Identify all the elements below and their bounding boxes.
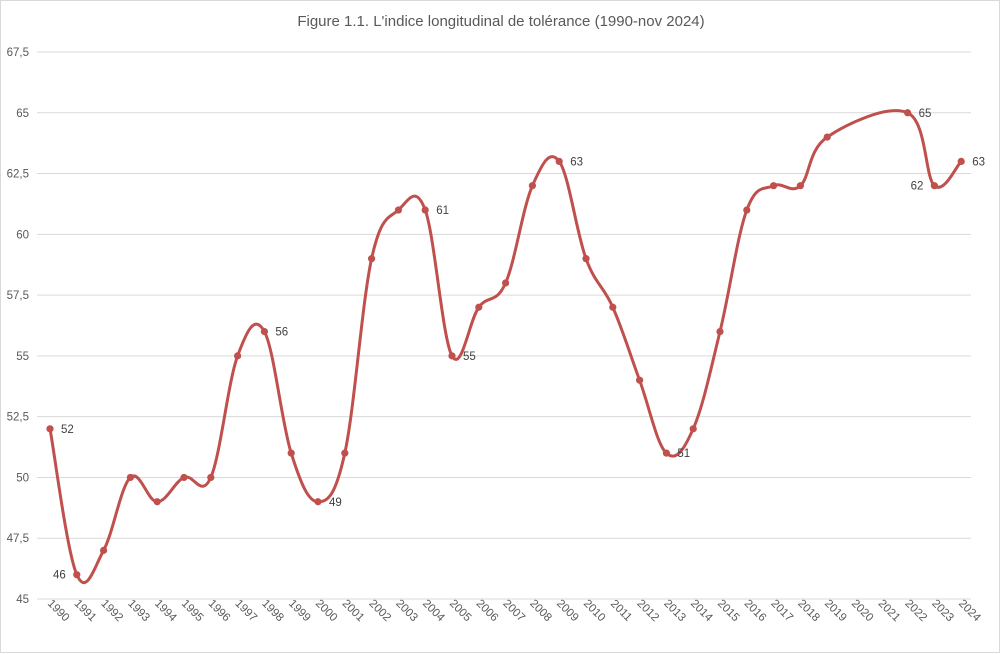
y-tick-label: 67,5 <box>7 47 29 59</box>
y-tick-label: 62,5 <box>7 169 29 181</box>
x-tick-label: 2014 <box>688 598 715 625</box>
data-label: 62 <box>911 181 924 193</box>
x-tick-label: 2001 <box>340 598 367 625</box>
x-tick-label: 2004 <box>420 598 447 625</box>
x-tick-label: 2011 <box>608 598 634 624</box>
data-point[interactable] <box>287 449 295 457</box>
x-tick-label: 2015 <box>715 598 742 625</box>
x-tick-label: 1993 <box>125 598 152 625</box>
x-tick-label: 2005 <box>447 598 474 625</box>
x-tick-label: 2020 <box>849 598 876 625</box>
data-point[interactable] <box>341 449 349 457</box>
x-tick-label: 2023 <box>929 598 956 625</box>
data-point[interactable] <box>743 206 751 214</box>
data-label: 52 <box>61 424 74 436</box>
x-tick-label: 1990 <box>45 598 72 625</box>
data-point[interactable] <box>207 473 215 482</box>
data-label: 49 <box>329 497 342 509</box>
y-tick-label: 57,5 <box>7 290 29 302</box>
data-label: 63 <box>570 156 583 168</box>
data-point[interactable] <box>153 498 161 506</box>
x-tick-label: 1991 <box>72 598 99 625</box>
data-point[interactable] <box>100 546 108 554</box>
y-tick-label: 45 <box>16 594 29 606</box>
x-tick-label: 1995 <box>179 598 206 625</box>
series-line <box>48 109 963 584</box>
data-label: 51 <box>677 448 690 460</box>
data-point[interactable] <box>126 473 134 482</box>
data-point[interactable] <box>796 182 805 190</box>
x-tick-label: 1999 <box>286 598 313 625</box>
y-tick-label: 65 <box>16 108 29 120</box>
data-point[interactable] <box>582 255 590 263</box>
x-tick-label: 2000 <box>313 598 340 625</box>
data-point[interactable] <box>475 303 483 311</box>
data-point[interactable] <box>689 425 697 433</box>
data-point[interactable] <box>46 425 54 433</box>
data-point[interactable] <box>260 327 268 336</box>
x-tick-label: 2006 <box>474 598 501 625</box>
data-point[interactable] <box>180 473 188 482</box>
data-point[interactable] <box>555 157 563 165</box>
x-tick-label: 2009 <box>554 598 581 625</box>
x-tick-label: 2013 <box>661 598 688 625</box>
x-tick-label: 2010 <box>581 598 608 625</box>
x-tick-label: 1994 <box>152 598 179 625</box>
y-tick-label: 47,5 <box>7 533 29 545</box>
data-point[interactable] <box>609 303 617 311</box>
x-tick-label: 1998 <box>259 598 286 625</box>
data-point[interactable] <box>904 109 912 117</box>
data-point[interactable] <box>957 157 965 165</box>
x-tick-label: 2016 <box>742 598 769 625</box>
x-tick-label: 2008 <box>527 598 554 625</box>
x-tick-label: 1992 <box>98 598 125 625</box>
data-label: 46 <box>53 570 66 582</box>
x-tick-label: 2021 <box>876 598 903 625</box>
chart-title: Figure 1.1. L'indice longitudinal de tol… <box>297 13 705 30</box>
x-tick-label: 2022 <box>902 598 929 625</box>
data-point[interactable] <box>394 206 402 214</box>
x-tick-label: 1996 <box>206 598 233 625</box>
data-point[interactable] <box>636 376 644 384</box>
data-point[interactable] <box>73 571 81 579</box>
y-tick-label: 52,5 <box>7 412 29 424</box>
x-tick-label: 2003 <box>393 598 420 625</box>
x-tick-label: 2012 <box>634 598 661 625</box>
data-label: 61 <box>436 205 449 217</box>
data-point[interactable] <box>716 327 724 336</box>
data-label: 63 <box>972 156 985 168</box>
x-tick-label: 2018 <box>795 598 822 625</box>
x-tick-label: 2024 <box>956 598 983 625</box>
data-point[interactable] <box>448 352 456 360</box>
data-point[interactable] <box>930 182 939 190</box>
data-point[interactable] <box>770 182 778 190</box>
x-tick-label: 2019 <box>822 598 849 625</box>
data-point[interactable] <box>234 352 242 360</box>
data-point[interactable] <box>421 206 429 214</box>
x-tick-label: 2007 <box>500 598 527 625</box>
y-tick-label: 50 <box>16 472 29 484</box>
data-label: 65 <box>919 108 932 120</box>
data-label: 56 <box>275 327 288 339</box>
data-point[interactable] <box>662 449 671 457</box>
y-tick-label: 55 <box>16 351 29 363</box>
data-label: 55 <box>463 351 476 363</box>
x-tick-label: 1997 <box>232 598 259 625</box>
y-tick-label: 60 <box>16 229 29 241</box>
data-point[interactable] <box>502 279 510 287</box>
x-tick-label: 2002 <box>366 598 393 625</box>
data-point[interactable] <box>314 498 322 506</box>
data-point[interactable] <box>368 255 376 263</box>
data-point[interactable] <box>823 133 831 141</box>
data-point[interactable] <box>528 182 537 190</box>
x-tick-label: 2017 <box>768 598 795 625</box>
